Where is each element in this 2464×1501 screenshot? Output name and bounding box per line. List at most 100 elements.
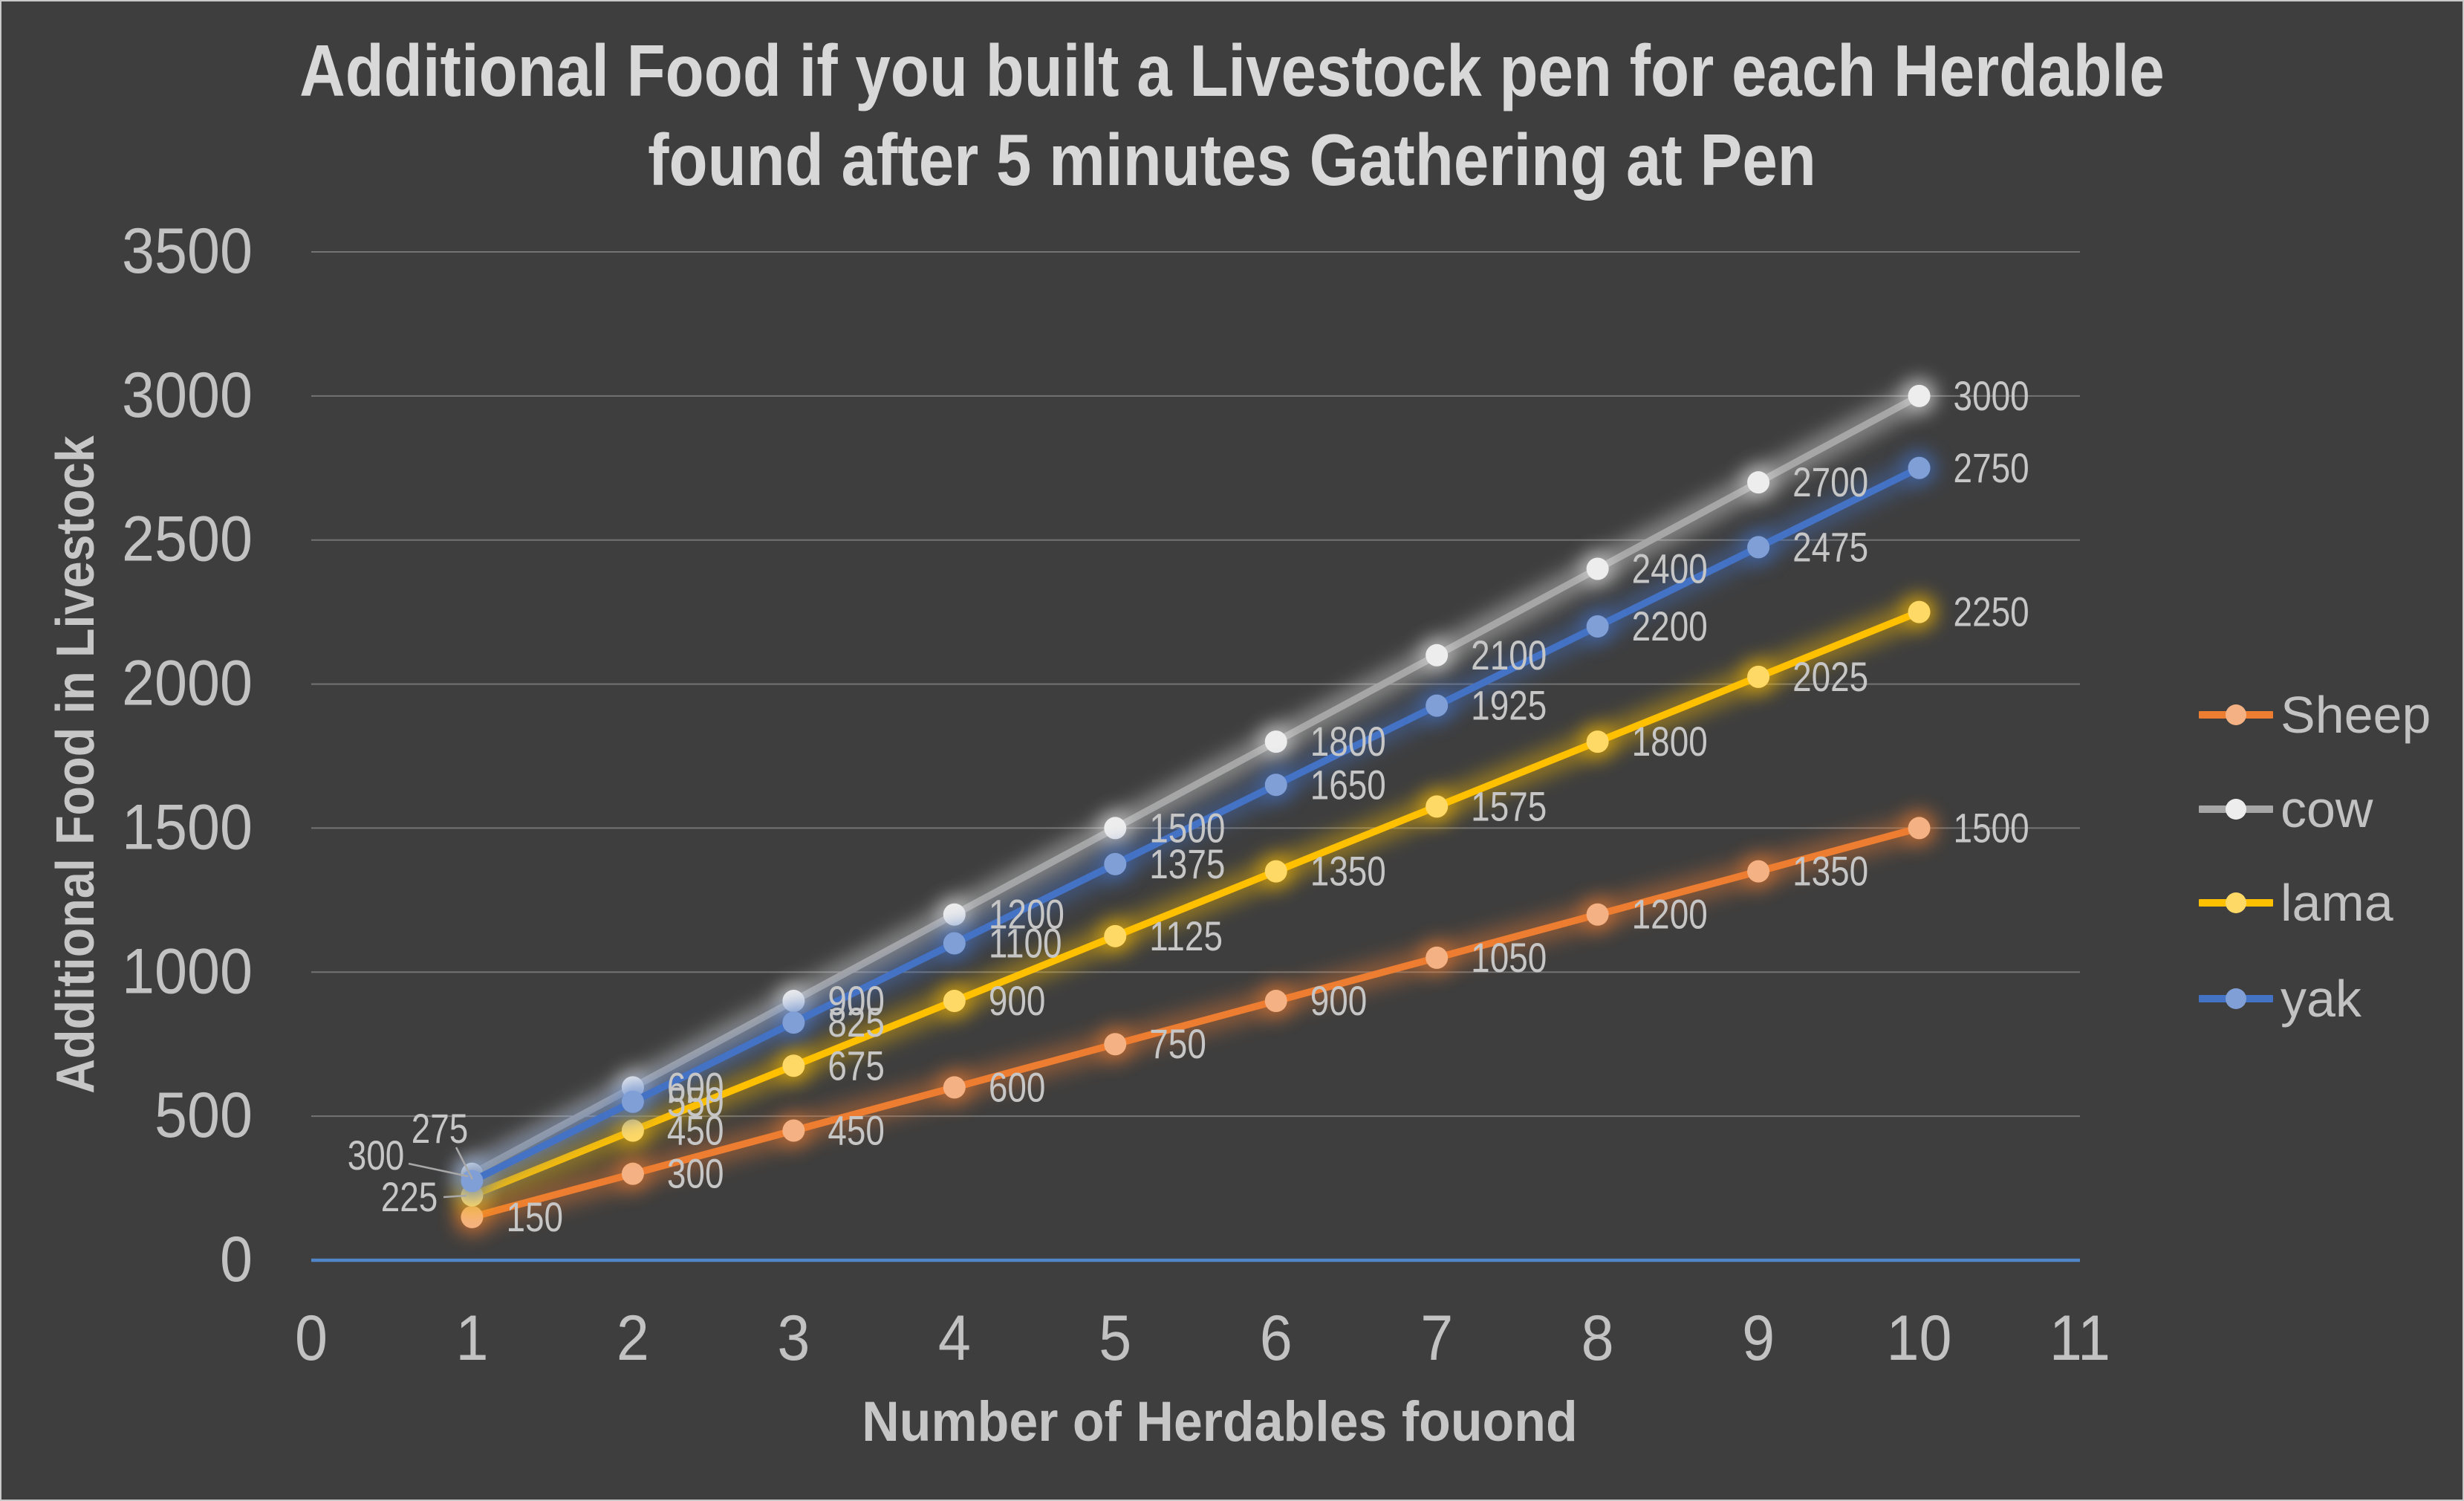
marker-yak-1[interactable] (621, 1090, 644, 1113)
marker-lama-4[interactable] (1104, 924, 1127, 947)
marker-yak-5[interactable] (1264, 774, 1287, 797)
chart-title-line-1: Additional Food if you built a Livestock… (299, 30, 2165, 111)
data-label-Sheep-8: 1350 (1792, 848, 1868, 894)
legend-key-sheep (2199, 704, 2273, 725)
y-tick-label-4: 2000 (122, 647, 253, 719)
legend-item-sheep[interactable]: Sheep (2199, 684, 2431, 746)
marker-lama-6[interactable] (1426, 795, 1449, 818)
chart-title: Additional Food if you built a Livestock… (161, 27, 2302, 204)
chart-title-line-2: found after 5 minutes Gathering at Pen (648, 118, 1816, 201)
x-tick-label-8: 8 (1582, 1302, 1614, 1374)
marker-cow-8[interactable] (1747, 471, 1770, 494)
data-label-Sheep-6: 1050 (1471, 935, 1547, 981)
series-line-yak[interactable] (468, 464, 1923, 1185)
marker-Sheep-5[interactable] (1264, 990, 1287, 1013)
x-tick-label-5: 5 (1099, 1302, 1131, 1374)
marker-Sheep-1[interactable] (621, 1162, 644, 1185)
marker-yak-0[interactable] (461, 1170, 484, 1193)
data-label-cow-4: 1500 (1149, 805, 1225, 851)
data-label-cow-9: 3000 (1954, 373, 2029, 419)
x-tick-label-7: 7 (1420, 1302, 1453, 1374)
marker-lama-1[interactable] (621, 1119, 644, 1142)
marker-cow-9[interactable] (1908, 384, 1931, 407)
data-label-yak-1: 550 (667, 1078, 724, 1124)
marker-Sheep-8[interactable] (1747, 860, 1770, 883)
legend-key-lama (2199, 892, 2273, 913)
x-tick-label-9: 9 (1742, 1302, 1775, 1374)
label-leader-line (443, 1194, 467, 1199)
marker-Sheep-9[interactable] (1908, 817, 1931, 840)
marker-yak-9[interactable] (1908, 456, 1931, 479)
marker-cow-5[interactable] (1264, 730, 1287, 753)
y-tick-label-3: 1500 (122, 791, 253, 863)
x-axis-title: Number of Herdables fouond (862, 1390, 1578, 1453)
data-label-lama-8: 2025 (1792, 654, 1868, 700)
data-label-yak-0: 275 (412, 1106, 469, 1152)
marker-lama-3[interactable] (943, 990, 966, 1013)
legend-label-yak: yak (2281, 970, 2361, 1028)
data-label-Sheep-4: 750 (1149, 1021, 1206, 1067)
marker-Sheep-3[interactable] (943, 1076, 966, 1099)
data-label-lama-4: 1125 (1149, 913, 1223, 959)
data-label-Sheep-5: 900 (1310, 978, 1368, 1024)
legend-item-cow[interactable]: cow (2199, 778, 2373, 840)
legend-item-lama[interactable]: lama (2199, 872, 2393, 934)
marker-yak-2[interactable] (782, 1011, 805, 1034)
data-label-cow-5: 1800 (1310, 719, 1386, 765)
data-label-yak-8: 2475 (1792, 524, 1868, 570)
data-label-Sheep-1: 300 (667, 1150, 724, 1196)
series-line-cow[interactable] (468, 392, 1923, 1178)
marker-Sheep-2[interactable] (782, 1119, 805, 1142)
marker-lama-8[interactable] (1747, 665, 1770, 688)
data-label-Sheep-7: 1200 (1632, 891, 1708, 937)
marker-yak-4[interactable] (1104, 852, 1127, 875)
data-label-Sheep-0: 150 (506, 1194, 563, 1240)
marker-lama-2[interactable] (782, 1054, 805, 1077)
marker-lama-5[interactable] (1264, 860, 1287, 883)
marker-yak-8[interactable] (1747, 536, 1770, 559)
y-tick-label-6: 3000 (122, 359, 253, 431)
series-line-Sheep[interactable] (468, 824, 1923, 1221)
marker-yak-3[interactable] (943, 932, 966, 955)
marker-yak-6[interactable] (1426, 694, 1449, 717)
data-label-yak-2: 825 (828, 999, 885, 1045)
label-leader-line (408, 1162, 469, 1178)
data-label-cow-6: 2100 (1471, 632, 1547, 678)
legend-key-yak (2199, 988, 2273, 1009)
marker-lama-9[interactable] (1908, 600, 1931, 623)
data-label-Sheep-9: 1500 (1954, 805, 2029, 851)
data-label-yak-3: 1100 (989, 920, 1062, 966)
x-tick-label-11: 11 (2049, 1302, 2110, 1374)
legend-label-sheep: Sheep (2281, 686, 2431, 744)
data-label-Sheep-3: 600 (989, 1064, 1046, 1110)
marker-Sheep-7[interactable] (1586, 903, 1609, 926)
marker-cow-4[interactable] (1104, 817, 1127, 840)
marker-Sheep-4[interactable] (1104, 1033, 1127, 1056)
x-tick-label-3: 3 (777, 1302, 810, 1374)
x-tick-label-4: 4 (938, 1302, 971, 1374)
marker-Sheep-6[interactable] (1426, 946, 1449, 969)
x-tick-label-2: 2 (617, 1302, 649, 1374)
legend-item-yak[interactable]: yak (2199, 967, 2361, 1030)
data-label-lama-5: 1350 (1310, 848, 1386, 894)
marker-yak-7[interactable] (1586, 615, 1609, 638)
y-tick-label-1: 500 (155, 1079, 253, 1151)
legend-key-cow (2199, 799, 2273, 820)
marker-cow-6[interactable] (1426, 643, 1449, 667)
data-label-yak-5: 1650 (1310, 762, 1386, 808)
marker-cow-3[interactable] (943, 903, 966, 926)
y-tick-label-0: 0 (220, 1223, 253, 1295)
data-label-cow-2: 900 (828, 978, 885, 1024)
marker-lama-7[interactable] (1586, 730, 1609, 753)
data-label-yak-4: 1375 (1149, 841, 1225, 887)
data-label-cow-3: 1200 (989, 891, 1064, 937)
marker-cow-7[interactable] (1586, 557, 1609, 580)
data-label-yak-7: 2200 (1632, 603, 1708, 649)
legend-label-lama: lama (2281, 874, 2393, 932)
series-line-lama[interactable] (468, 608, 1923, 1199)
y-tick-label-7: 3500 (122, 215, 253, 287)
data-label-Sheep-2: 450 (828, 1107, 885, 1153)
